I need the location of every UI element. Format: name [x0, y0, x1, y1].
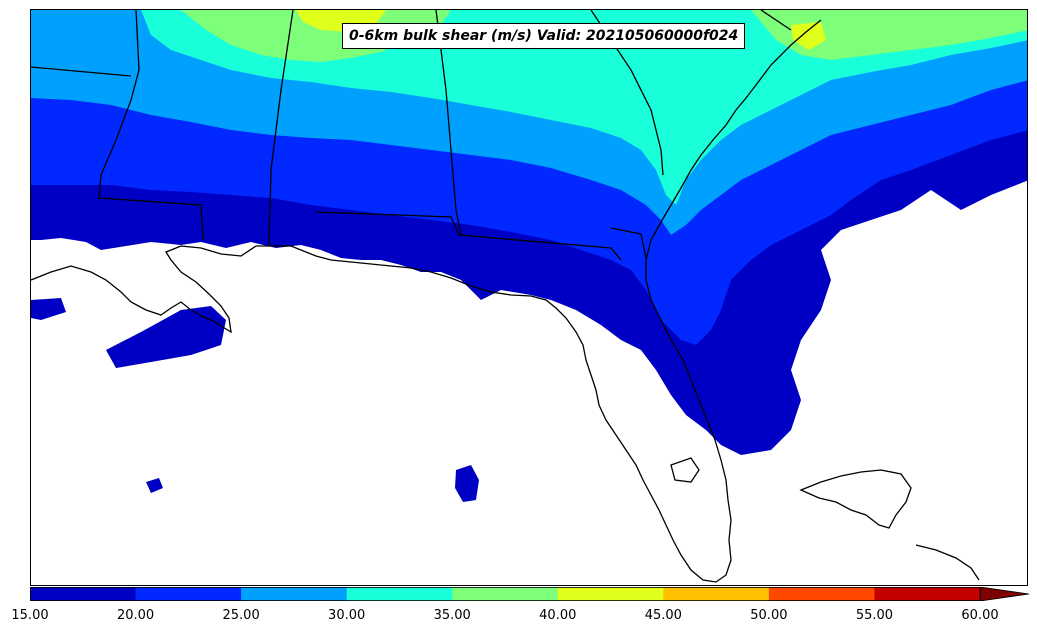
state-border-tx-la	[31, 66, 132, 77]
colorbar-tick-label: 20.00	[116, 608, 155, 623]
colorbar-segment	[768, 587, 875, 601]
contour-40-45-b	[791, 22, 826, 50]
colorbar-tick-label: 60.00	[961, 608, 999, 623]
coastlines-and-borders	[31, 10, 980, 583]
colorbar-segment	[346, 587, 453, 601]
colorbar-segment	[452, 587, 559, 601]
colorbar-segment	[874, 587, 981, 601]
colorbar-segment	[241, 587, 348, 601]
contour-patch-gulf-3	[455, 465, 479, 502]
colorbar-tick-label: 50.00	[750, 608, 788, 623]
bahamas-coast	[915, 544, 980, 581]
colorbar-segment	[557, 587, 664, 601]
contour-30-35	[141, 10, 1027, 205]
shear-contours	[31, 10, 1027, 502]
state-border-sc-nc	[760, 10, 792, 31]
state-border-al-fl	[315, 211, 622, 261]
colorbar-tick-label: 55.00	[855, 608, 894, 623]
contour-patch-gulf-4	[146, 478, 163, 493]
shear-contour-map	[31, 10, 1027, 583]
colorbar-tick-label: 45.00	[644, 608, 682, 623]
contour-patch-gulf-1	[106, 306, 226, 368]
state-border-al-ga	[435, 10, 462, 236]
map-panel: 0-6km bulk shear (m/s) Valid: 2021050600…	[30, 9, 1028, 586]
colorbar-tick-label: 25.00	[222, 608, 260, 623]
state-border-ga-sc	[590, 10, 664, 176]
colorbar-extend-arrow	[979, 587, 1030, 601]
contour-patch-gulf-2	[31, 298, 66, 320]
colorbar-tick-label: 15.00	[11, 608, 49, 623]
colorbar-tick-label: 40.00	[539, 608, 577, 623]
colorbar-segment	[30, 587, 137, 601]
gulf-coastline	[31, 19, 822, 583]
state-border-ga-fl	[610, 227, 647, 259]
lake-okeechobee	[670, 457, 700, 483]
state-border-la-ms	[98, 10, 204, 241]
cuba-coast	[799, 469, 912, 529]
map-title: 0-6km bulk shear (m/s) Valid: 2021050600…	[342, 23, 746, 49]
colorbar	[30, 587, 1030, 601]
colorbar-tick-label: 35.00	[433, 608, 471, 623]
colorbar-tick-label: 30.00	[328, 608, 366, 623]
colorbar-segment	[135, 587, 242, 601]
state-border-ms-al	[268, 10, 294, 246]
colorbar-segment	[663, 587, 770, 601]
